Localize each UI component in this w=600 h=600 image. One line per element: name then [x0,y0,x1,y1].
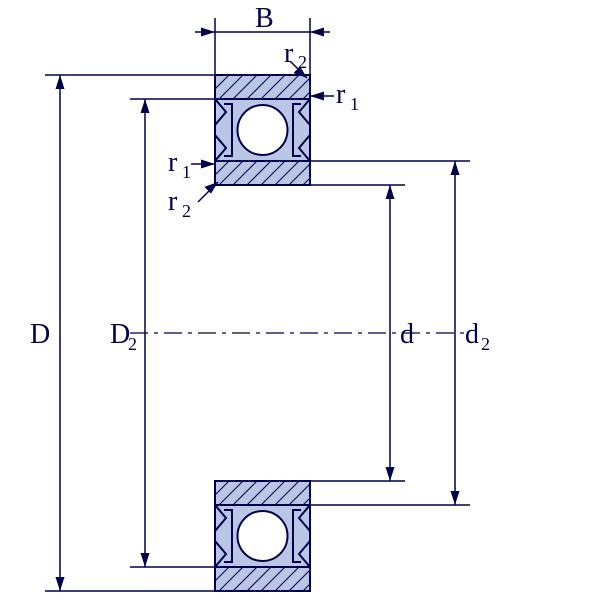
label-r1-tr: r [336,79,346,110]
bearing-cross-section-diagram: B D D 2 d d 2 [0,0,600,600]
label-d2: d [465,319,479,350]
top-ring-section [205,75,327,185]
label-r1-l: r [168,147,178,178]
label-D: D [30,319,50,350]
label-r2-tr: r [284,38,294,69]
label-r2-tr-sub: 2 [298,52,307,72]
label-B: B [255,3,274,34]
bottom-ring-section [205,481,327,591]
label-D2-sub: 2 [128,334,137,354]
label-d2-sub: 2 [481,334,490,354]
label-r1-l-sub: 1 [182,162,191,182]
label-d: d [400,319,414,350]
label-r2-bl-sub: 2 [182,201,191,221]
dimension-B: B [195,3,330,75]
label-r1-tr-sub: 1 [350,94,359,114]
label-r2-bl: r [168,186,178,217]
